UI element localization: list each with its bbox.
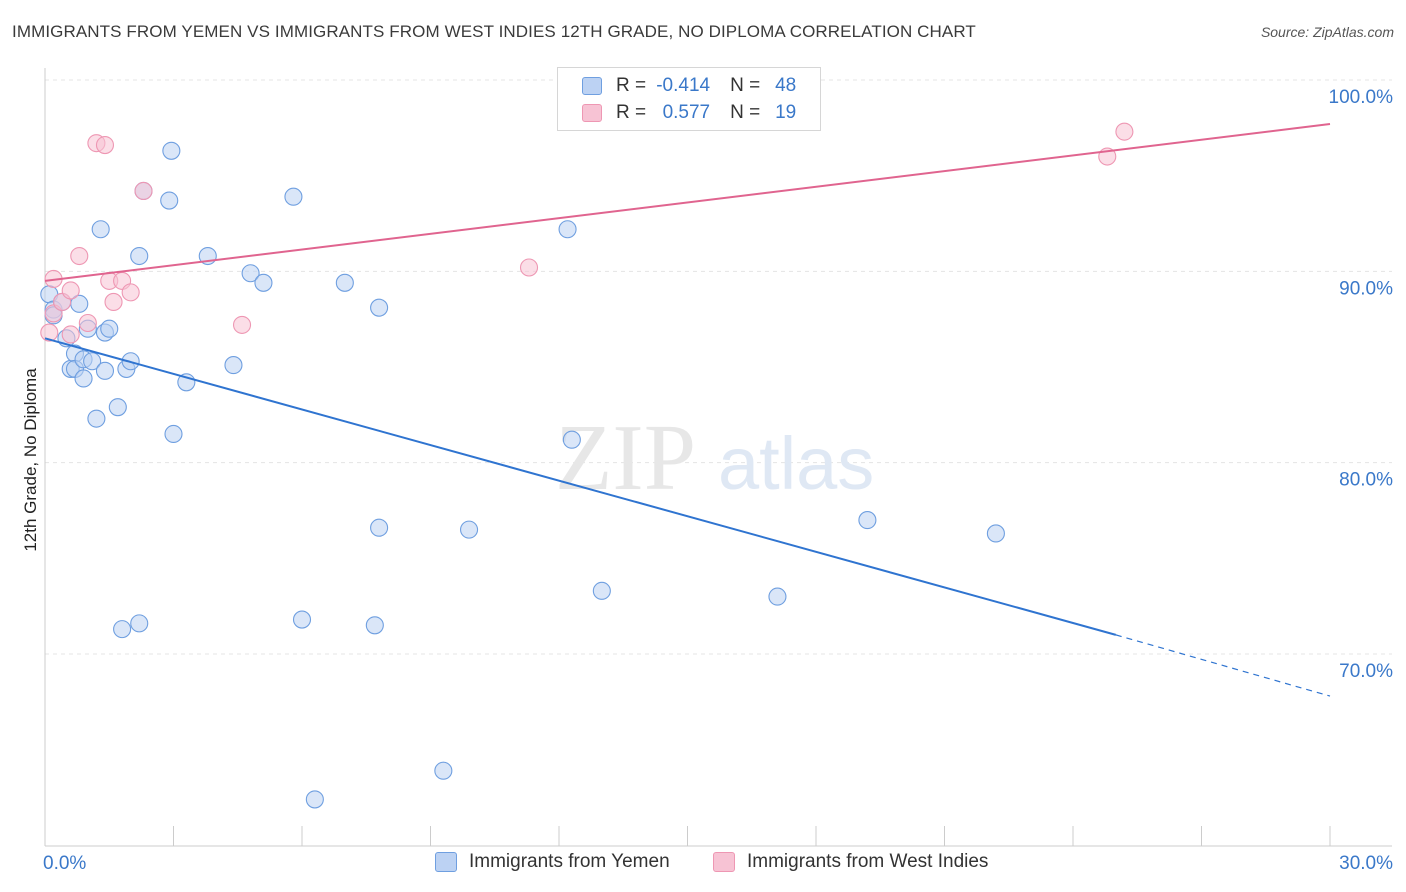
point-yemen — [108, 398, 127, 417]
legend-n-value-yemen: 48 — [775, 75, 797, 96]
point-yemen — [160, 191, 179, 210]
point-yemen — [434, 761, 453, 780]
legend-swatch-west-indies — [713, 852, 735, 872]
legend-r-label: R = — [616, 102, 647, 123]
point-yemen — [130, 614, 149, 633]
point-yemen — [292, 610, 312, 629]
legend-row-yemen: R = -0.414 N = 48 — [558, 73, 796, 99]
point-yemen — [164, 424, 183, 444]
legend-r-value-yemen: -0.414 — [656, 75, 711, 96]
point-yemen — [100, 319, 119, 338]
point-west-indies — [104, 292, 123, 311]
legend-swatch-west-indies — [582, 104, 602, 122]
point-west-indies — [1115, 122, 1134, 141]
point-yemen — [365, 616, 384, 635]
legend-swatch-yemen — [435, 852, 457, 872]
point-yemen — [224, 356, 243, 375]
point-west-indies — [121, 283, 140, 302]
point-yemen — [95, 361, 115, 380]
point-yemen — [74, 369, 93, 388]
legend-n-label: N = — [730, 75, 761, 96]
grid-lines — [45, 79, 1392, 655]
point-yemen — [162, 141, 181, 160]
data-points — [40, 122, 1134, 809]
legend-n-label: N = — [730, 102, 761, 123]
point-west-indies — [61, 281, 80, 300]
series-legend: Immigrants from Yemen Immigrants from We… — [0, 851, 1406, 879]
x-tick-label: 30.0% — [1339, 853, 1393, 874]
point-yemen — [858, 511, 877, 530]
y-tick-label: 80.0% — [1339, 470, 1393, 491]
point-yemen — [83, 352, 102, 371]
point-yemen — [305, 790, 324, 809]
point-west-indies — [134, 181, 153, 201]
y-tick-label: 70.0% — [1339, 661, 1393, 682]
point-yemen — [254, 273, 273, 292]
trend-line-yemen-extension — [1115, 634, 1331, 697]
legend-item-yemen: Immigrants from Yemen — [435, 851, 670, 873]
point-yemen — [592, 581, 611, 600]
watermark-zip: ZIP — [555, 406, 696, 510]
point-yemen — [284, 187, 303, 206]
point-yemen — [91, 220, 110, 239]
stats-legend: R = -0.414 N = 48 R = 0.577 N = 19 — [557, 67, 821, 131]
legend-label-yemen: Immigrants from Yemen — [469, 851, 670, 872]
point-yemen — [87, 409, 106, 428]
trend-lines — [44, 123, 1331, 697]
point-yemen — [241, 264, 260, 283]
watermark: ZIP atlas — [555, 406, 874, 510]
point-yemen — [370, 298, 389, 317]
watermark-atlas: atlas — [718, 422, 874, 505]
y-tick-label: 100.0% — [1329, 87, 1394, 108]
legend-n-value-west-indies: 19 — [775, 102, 797, 123]
trend-line-west-indies — [44, 123, 1331, 282]
x-tick-label: 0.0% — [43, 853, 86, 874]
point-west-indies — [61, 325, 80, 344]
point-west-indies — [78, 313, 97, 333]
point-yemen — [986, 524, 1005, 543]
axes — [44, 68, 1392, 847]
point-west-indies — [95, 136, 115, 155]
legend-row-west-indies: R = 0.577 N = 19 — [558, 100, 796, 126]
legend-swatch-yemen — [582, 77, 602, 95]
point-west-indies — [70, 246, 89, 266]
point-yemen — [130, 246, 149, 266]
point-yemen — [459, 520, 479, 539]
point-yemen — [768, 587, 787, 606]
point-yemen — [113, 620, 132, 639]
y-tick-label: 90.0% — [1339, 278, 1393, 299]
point-yemen — [335, 273, 354, 292]
point-yemen — [562, 430, 581, 449]
point-west-indies — [519, 258, 539, 277]
point-yemen — [370, 518, 389, 537]
legend-r-label: R = — [616, 75, 647, 96]
trend-line-yemen — [44, 337, 1117, 636]
legend-label-west-indies: Immigrants from West Indies — [747, 851, 989, 872]
legend-item-west-indies: Immigrants from West Indies — [713, 851, 988, 873]
tick-labels: 100.0% 90.0% 80.0% 70.0% 0.0% 30.0% — [43, 87, 1393, 874]
legend-r-value-west-indies: 0.577 — [662, 102, 711, 123]
chart-title: IMMIGRANTS FROM YEMEN VS IMMIGRANTS FROM… — [12, 22, 976, 41]
point-west-indies — [232, 315, 252, 334]
point-yemen — [558, 220, 577, 239]
point-west-indies — [40, 323, 59, 342]
source-label: Source: ZipAtlas.com — [1260, 24, 1394, 40]
